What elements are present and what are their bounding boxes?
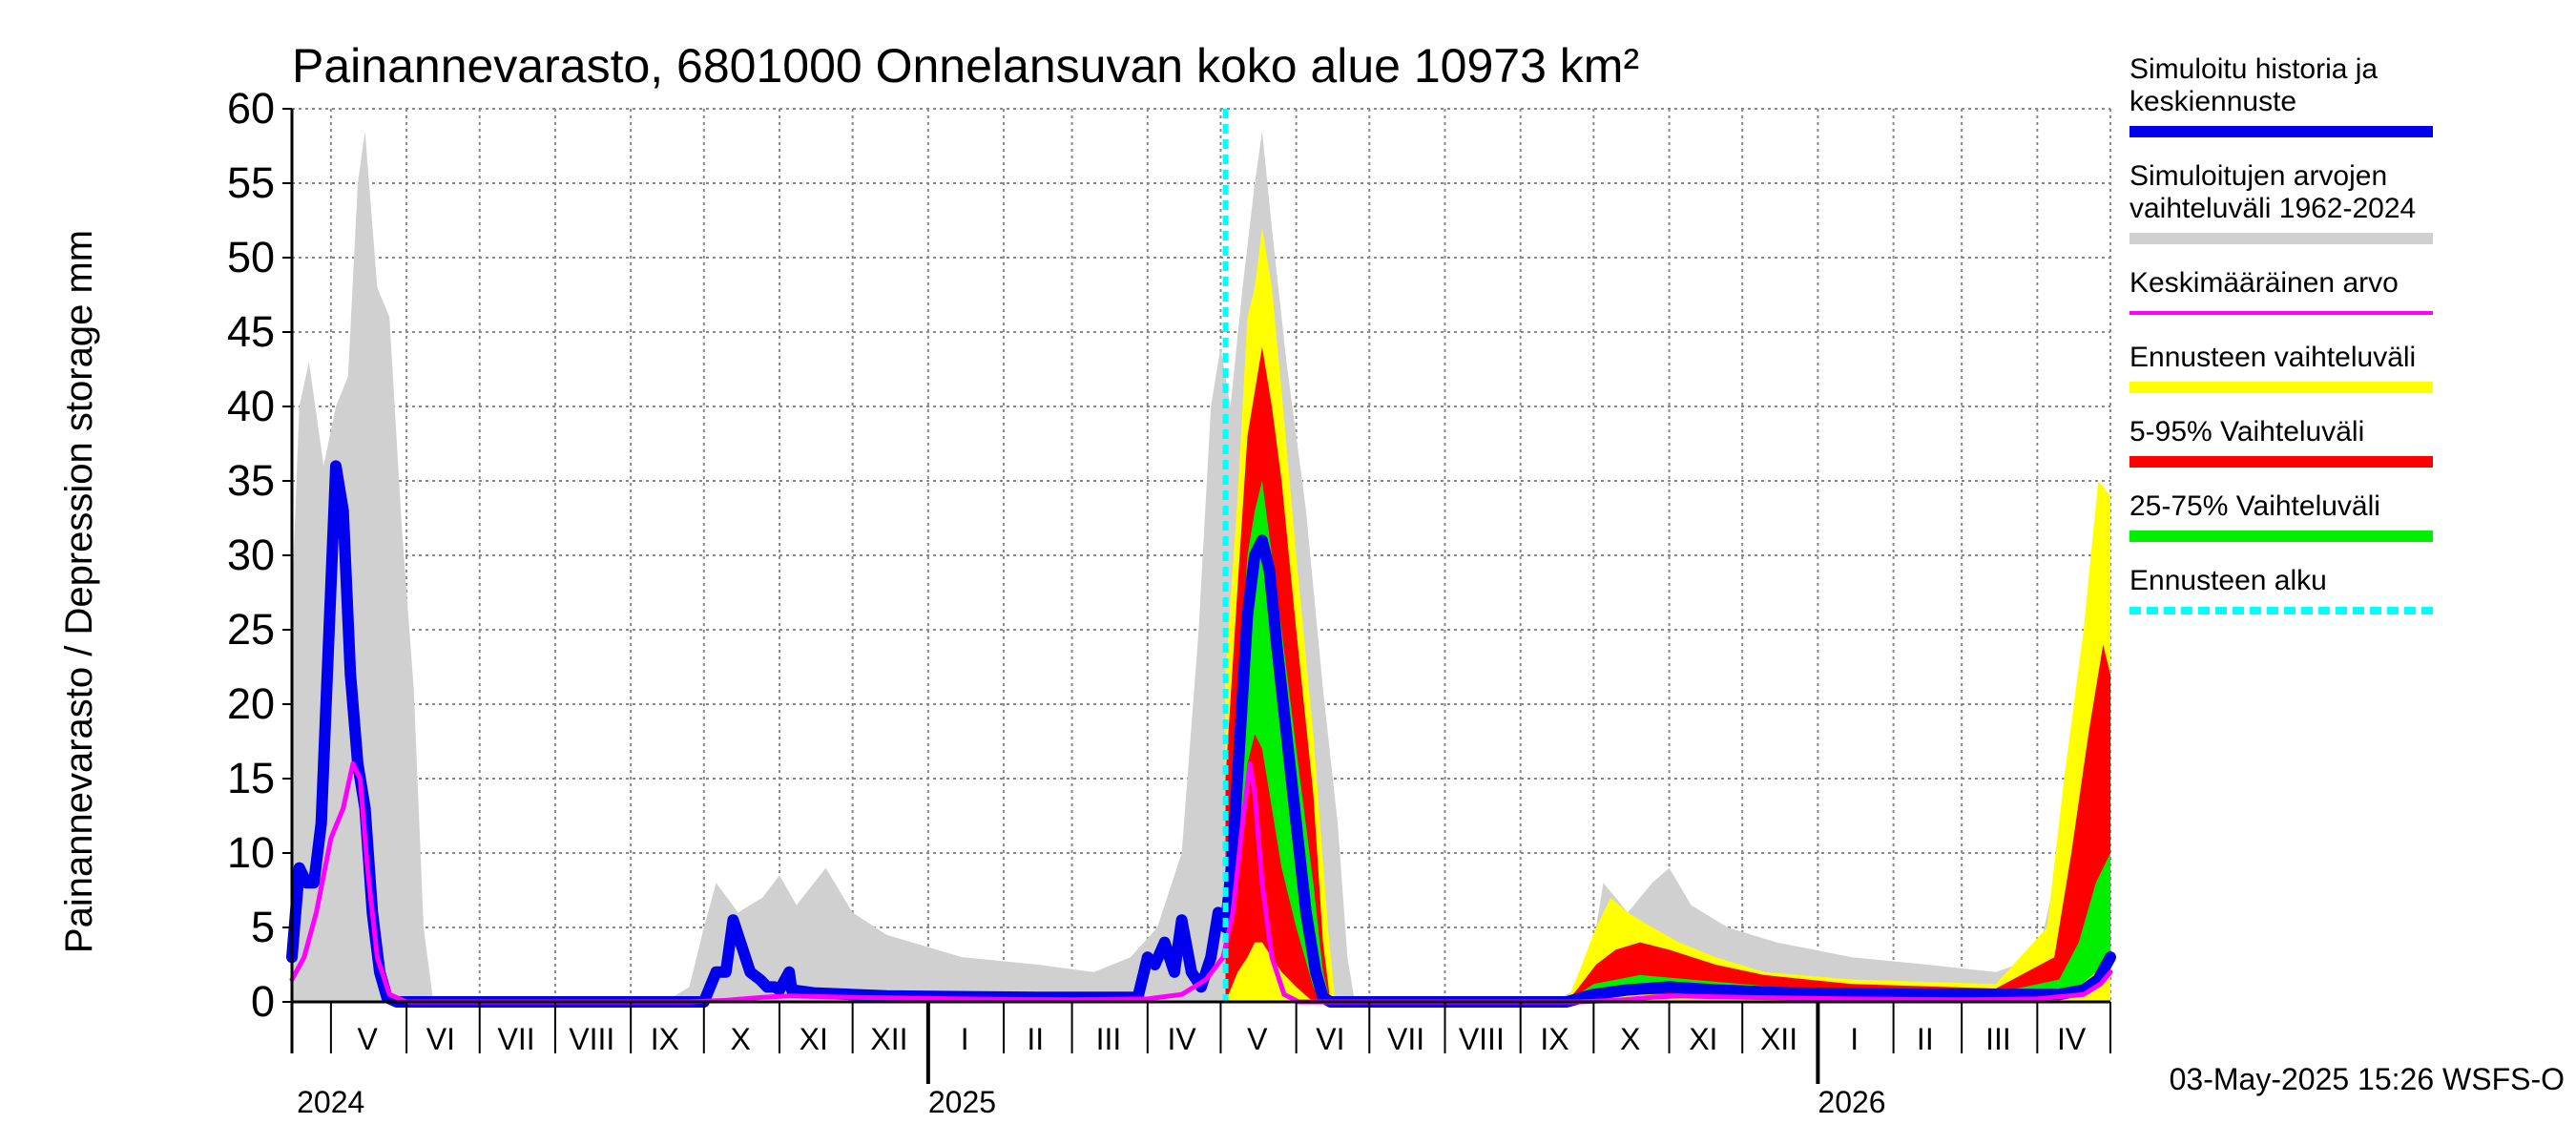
legend-label: keskiennuste bbox=[2129, 86, 2296, 117]
year-label: 2025 bbox=[928, 1085, 996, 1119]
month-label: V bbox=[1247, 1022, 1268, 1056]
month-label: VI bbox=[426, 1022, 455, 1056]
month-label: VII bbox=[497, 1022, 534, 1056]
legend-label: Ennusteen alku bbox=[2129, 565, 2327, 596]
band-d0d0d0 bbox=[292, 131, 2110, 1002]
month-label: X bbox=[730, 1022, 750, 1056]
month-label: IV bbox=[1167, 1022, 1196, 1056]
x-tick-labels: V VI VII VIII IX X XI XII I II III IV V VI VII VIII IX X X… bbox=[297, 1022, 2087, 1119]
year-label: 2024 bbox=[297, 1085, 364, 1119]
line-ff00ff bbox=[289, 760, 2113, 1005]
month-label: III bbox=[1985, 1022, 2011, 1056]
month-label: II bbox=[1917, 1022, 1934, 1056]
footer-timestamp: 03-May-2025 15:26 WSFS-O bbox=[2170, 1062, 2565, 1096]
chart-title: Painannevarasto, 6801000 Onnelansuvan ko… bbox=[292, 39, 1639, 93]
month-label: I bbox=[961, 1022, 969, 1056]
month-label: XI bbox=[1689, 1022, 1717, 1056]
legend-label: vaihteluväli 1962-2024 bbox=[2129, 193, 2416, 224]
legend-label: 25-75% Vaihteluväli bbox=[2129, 490, 2380, 522]
month-label: IV bbox=[2057, 1022, 2087, 1056]
month-label: X bbox=[1620, 1022, 1640, 1056]
axes bbox=[282, 108, 2111, 1084]
month-label: XI bbox=[800, 1022, 828, 1056]
month-label: IX bbox=[1540, 1022, 1568, 1056]
y-tick-labels: 0 5 10 15 20 25 30 35 40 45 50 55 60 bbox=[227, 84, 275, 1026]
y-tick-label: 55 bbox=[227, 158, 275, 207]
y-tick-label: 0 bbox=[251, 977, 275, 1026]
legend-label: Simuloitu historia ja bbox=[2129, 53, 2378, 85]
month-label: VIII bbox=[1459, 1022, 1505, 1056]
legend-label: 5-95% Vaihteluväli bbox=[2129, 416, 2364, 448]
y-axis-label: Painannevarasto / Depression storage mm bbox=[58, 230, 100, 953]
month-label: VI bbox=[1316, 1022, 1344, 1056]
y-tick-label: 5 bbox=[251, 903, 275, 951]
legend-label: Ennusteen vaihteluväli bbox=[2129, 342, 2416, 373]
month-label: XII bbox=[1760, 1022, 1797, 1056]
month-label: VIII bbox=[569, 1022, 614, 1056]
year-label: 2026 bbox=[1818, 1085, 1885, 1119]
month-label: V bbox=[358, 1022, 379, 1056]
month-label: IX bbox=[651, 1022, 679, 1056]
grid-lines bbox=[292, 108, 2111, 1002]
y-tick-label: 50 bbox=[227, 233, 275, 281]
y-tick-label: 30 bbox=[227, 531, 275, 579]
y-tick-label: 15 bbox=[227, 754, 275, 802]
y-tick-label: 60 bbox=[227, 84, 275, 133]
y-tick-label: 10 bbox=[227, 828, 275, 877]
y-tick-label: 45 bbox=[227, 307, 275, 356]
month-label: II bbox=[1027, 1022, 1044, 1056]
month-label: I bbox=[1850, 1022, 1859, 1056]
month-label: III bbox=[1096, 1022, 1122, 1056]
y-tick-label: 20 bbox=[227, 679, 275, 728]
y-tick-label: 25 bbox=[227, 605, 275, 654]
y-tick-label: 40 bbox=[227, 382, 275, 430]
month-label: VII bbox=[1387, 1022, 1424, 1056]
month-label: XII bbox=[870, 1022, 907, 1056]
legend-label: Keskimääräinen arvo bbox=[2129, 267, 2399, 299]
y-tick-label: 35 bbox=[227, 456, 275, 505]
legend-label: Simuloitujen arvojen bbox=[2129, 160, 2387, 192]
